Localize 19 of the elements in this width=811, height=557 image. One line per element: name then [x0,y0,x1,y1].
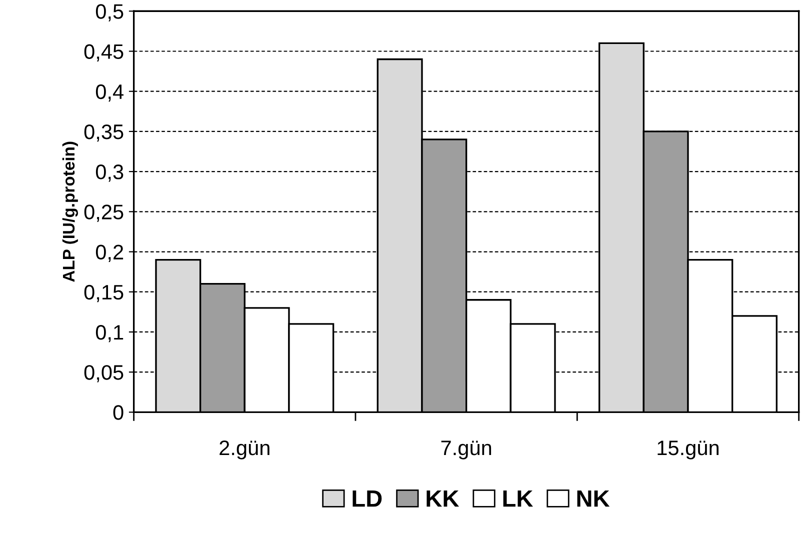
y-tick-label: 0,2 [96,244,124,262]
y-tick-label: 0,1 [96,324,124,342]
x-tick-label: 7.gün [441,440,492,460]
x-tick-label: 15.gün [658,440,719,460]
y-tick-label: 0,35 [84,124,124,142]
y-tick-label: 0,5 [96,4,124,22]
y-tick-label: 0,15 [84,284,124,302]
y-tick-label: 0,05 [84,365,124,382]
y-tick-label: 0,45 [84,44,124,62]
y-tick-label: 0 [113,405,124,420]
legend-label: LD [352,490,382,507]
y-tick-label: 0,4 [96,84,124,102]
legend-label: LK [503,490,533,507]
legend-label: NK [577,490,610,507]
x-tick-label: 2.gün [220,440,270,460]
y-axis-title: ALP (IU/g.protein) [62,142,78,282]
y-tick-label: 0,3 [96,164,124,182]
legend-label: KK [426,490,460,507]
y-tick-label: 0,25 [84,204,124,222]
